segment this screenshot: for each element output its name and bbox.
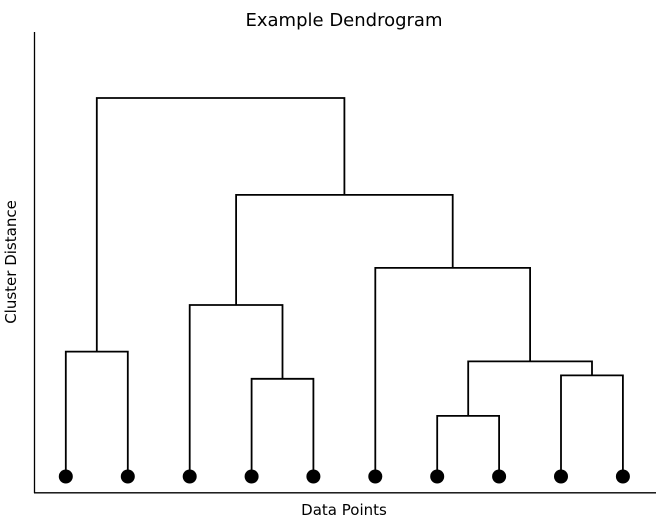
- leaf-markers: [58, 469, 630, 484]
- leaf-marker-7: [430, 469, 445, 484]
- dendrogram-link-m9: [95, 97, 346, 352]
- dendrogram-link-m4: [436, 415, 500, 477]
- leaf-marker-1: [58, 469, 73, 484]
- leaf-marker-5: [306, 469, 321, 484]
- leaf-marker-3: [182, 469, 197, 484]
- leaf-marker-4: [244, 469, 259, 484]
- leaf-marker-6: [368, 469, 383, 484]
- chart-title: Example Dendrogram: [246, 10, 443, 31]
- leaf-marker-9: [554, 469, 568, 484]
- dendrogram-link-m7: [374, 267, 531, 477]
- leaf-marker-8: [492, 469, 507, 484]
- dendrogram-link-m8: [235, 194, 454, 305]
- dendrogram-links: [64, 97, 624, 477]
- dendrogram-link-m6: [467, 360, 593, 416]
- dendrogram-link-m2: [250, 377, 315, 477]
- leaf-marker-2: [120, 469, 135, 484]
- dendrogram-link-m3: [188, 304, 284, 477]
- leaf-marker-10: [615, 469, 630, 484]
- x-axis-label: Data Points: [301, 501, 387, 519]
- dendrogram-link-m5: [560, 374, 624, 477]
- y-axis-label: Cluster Distance: [2, 200, 20, 324]
- dendrogram-link-m1: [64, 350, 129, 477]
